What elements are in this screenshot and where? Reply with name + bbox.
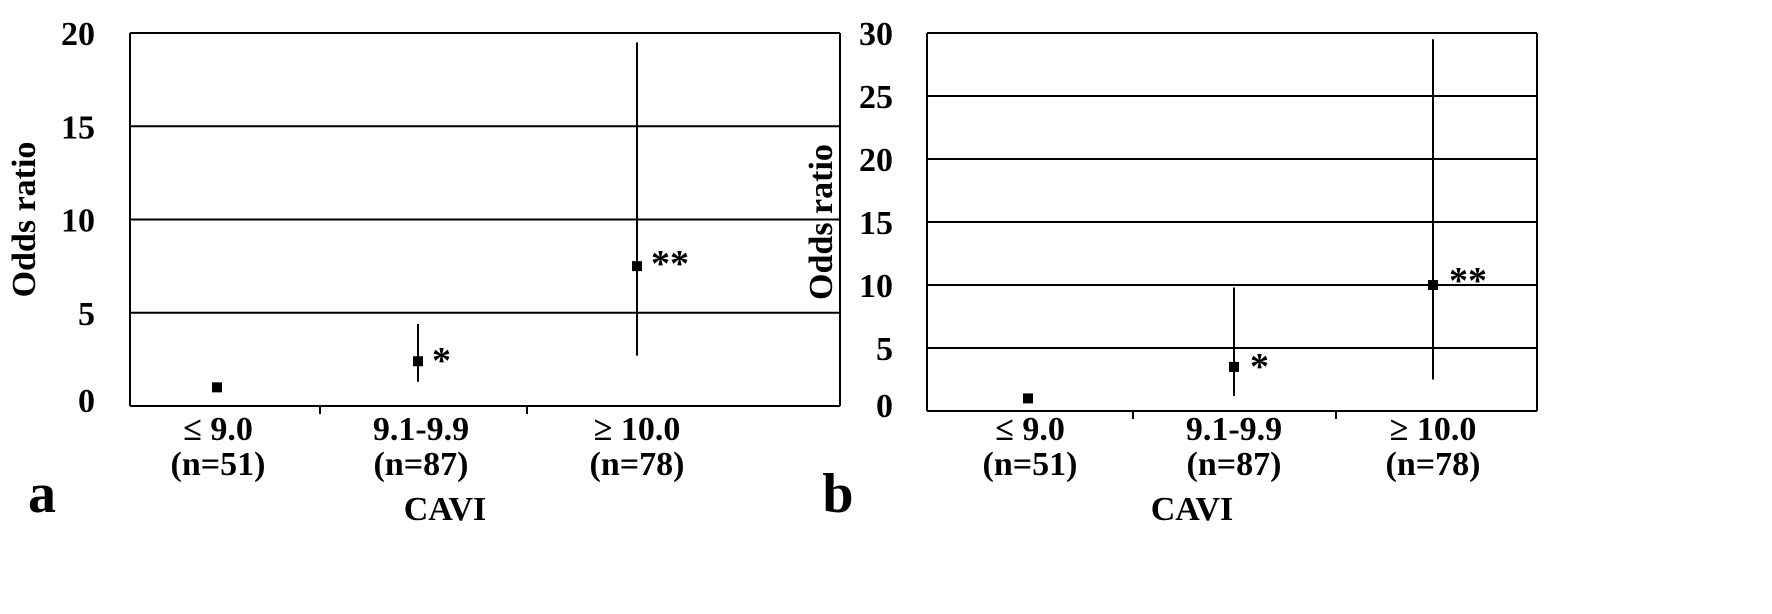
y-tick-label: 5 (78, 296, 95, 333)
category-label: ≤ 9.0 (183, 411, 253, 448)
chart-panel-b: 0 5 10 15 20 25 30 Odds ratio ≤ 9.0(n=51) 9.1-9.9… (803, 16, 1538, 528)
category-label: ≥ 10.0 (1390, 411, 1477, 448)
odds-ratio-point (1023, 393, 1033, 404)
panel-label: b (822, 463, 853, 525)
odds-ratio-point (632, 261, 642, 272)
category-n-label: (n=51) (983, 446, 1078, 483)
category-label: ≥ 10.0 (594, 411, 681, 448)
significance-marker: ** (1449, 260, 1487, 302)
y-tick-label: 5 (876, 331, 893, 368)
y-tick-label: 10 (61, 203, 95, 240)
odds-ratio-point (1229, 361, 1239, 372)
category-label: 9.1-9.9 (1186, 411, 1282, 448)
y-axis-label: Odds ratio (803, 144, 840, 300)
odds-ratio-point (413, 356, 423, 367)
category-n-label: (n=78) (590, 446, 685, 483)
significance-marker: * (1250, 346, 1269, 388)
odds-ratio-point (1428, 280, 1438, 290)
y-tick-label: 20 (61, 16, 95, 53)
y-tick-label: 0 (876, 388, 893, 425)
y-tick-label: 10 (859, 268, 893, 305)
y-tick-label: 0 (78, 383, 95, 420)
category-n-label: (n=78) (1386, 446, 1481, 483)
category-label: ≤ 9.0 (995, 411, 1065, 448)
chart-panel-a: 0 5 10 15 20 Odds ratio ≤ 9.0(n=51) 9.1-9.9(n=8… (6, 16, 841, 528)
category-n-label: (n=87) (1187, 446, 1282, 483)
y-axis-label: Odds ratio (6, 142, 43, 298)
significance-marker: * (432, 340, 451, 382)
category-label: 9.1-9.9 (373, 411, 469, 448)
panel-label: a (28, 463, 56, 525)
odds-ratio-point (212, 382, 222, 393)
y-tick-label: 25 (859, 79, 893, 116)
category-n-label: (n=51) (171, 446, 266, 483)
y-tick-label: 20 (859, 142, 893, 179)
x-axis-label: CAVI (404, 491, 487, 528)
y-tick-label: 15 (859, 205, 893, 242)
y-tick-label: 15 (61, 109, 95, 146)
category-n-label: (n=87) (374, 446, 469, 483)
significance-marker: ** (651, 243, 689, 285)
y-tick-label: 30 (859, 16, 893, 53)
x-axis-label: CAVI (1151, 491, 1234, 528)
